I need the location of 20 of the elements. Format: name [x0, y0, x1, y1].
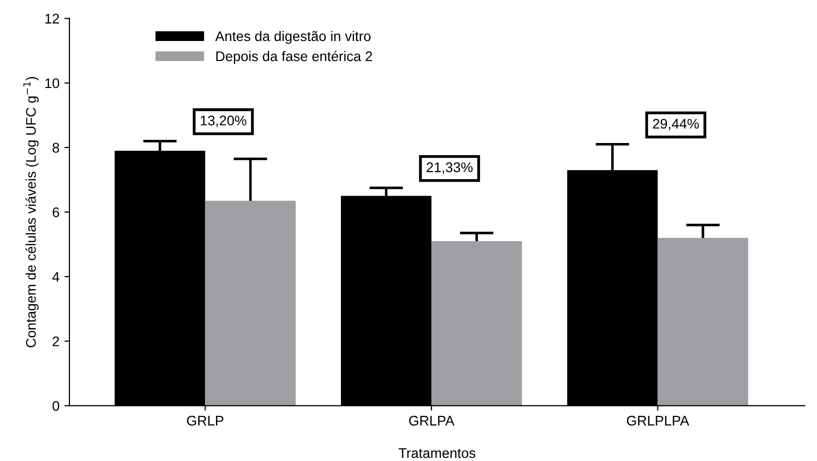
y-tick-label: 4 — [52, 272, 60, 282]
y-tick-label: 2 — [52, 336, 60, 346]
bar — [205, 200, 296, 406]
legend-label: Antes da digestão in vitro — [215, 30, 371, 44]
annotation: 29,44% — [652, 118, 699, 130]
y-tick-label: 10 — [45, 78, 60, 88]
annotation: 21,33% — [426, 162, 473, 174]
y-tick-label: 8 — [52, 142, 60, 153]
annotation: 13,20% — [200, 116, 246, 128]
y-tick-label: 12 — [45, 14, 60, 24]
bar — [658, 238, 748, 406]
bar — [431, 241, 522, 406]
y-tick-label: 0 — [52, 401, 60, 411]
legend-label: Depois da fase entérica 2 — [216, 50, 372, 64]
y-axis-title: Contagem de células viáveis (Log UFC g$^{−1}$) — [23, 76, 39, 348]
y-tick-label: 6 — [52, 207, 60, 218]
x-tick-label: GRLPA — [409, 416, 454, 426]
x-tick-label: GRLP — [186, 416, 224, 426]
x-tick-label: GRLPLPA — [626, 416, 690, 426]
x-axis-title: Tratamentos — [398, 448, 476, 458]
